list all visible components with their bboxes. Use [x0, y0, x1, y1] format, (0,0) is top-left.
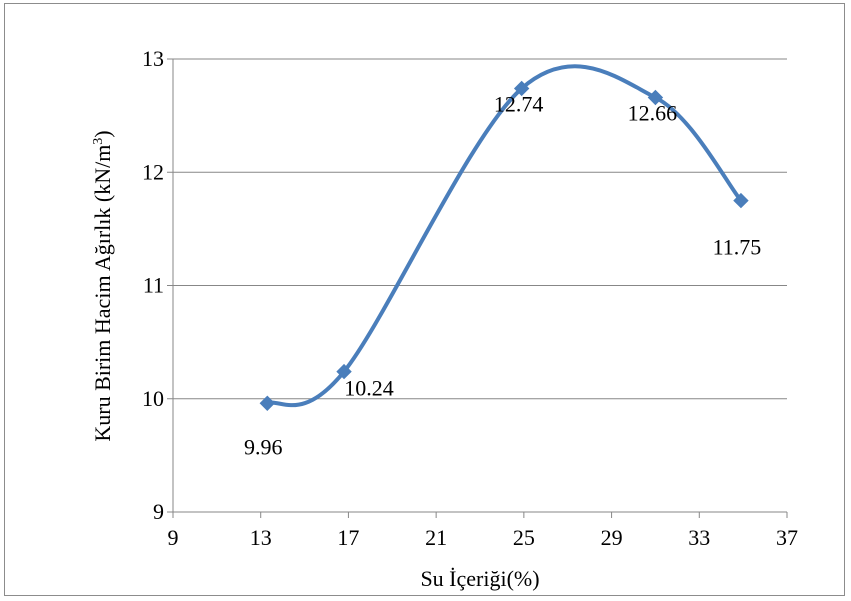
data-point-marker[interactable] — [647, 89, 664, 106]
data-point-marker[interactable] — [513, 80, 530, 97]
data-label: 9.96 — [244, 434, 283, 459]
y-tick-labels: 9 10 11 12 13 — [142, 46, 164, 524]
axes — [167, 58, 788, 518]
data-point-marker[interactable] — [336, 363, 352, 380]
x-tick-label: 29 — [601, 525, 623, 550]
x-tick-label: 33 — [688, 525, 710, 550]
y-axis-title-end: ) — [90, 130, 115, 137]
x-tick-label: 21 — [425, 525, 447, 550]
x-tick-label: 17 — [337, 525, 359, 550]
series — [259, 64, 749, 411]
y-tick-label: 10 — [142, 386, 164, 411]
data-label: 11.75 — [713, 235, 762, 260]
y-tick-label: 9 — [153, 499, 164, 524]
gridlines — [173, 58, 787, 400]
y-tick-label: 12 — [142, 159, 164, 184]
x-axis-title: Su İçeriği(%) — [420, 566, 539, 591]
data-label: 10.24 — [344, 376, 394, 401]
data-point-marker[interactable] — [259, 395, 276, 411]
data-labels: 9.96 10.24 12.74 12.66 11.75 — [244, 91, 761, 459]
y-axis-title: Kuru Birim Hacim Ağırlık (kN/m3) — [90, 130, 115, 441]
x-tick-label: 37 — [776, 525, 798, 550]
data-label: 12.66 — [628, 101, 678, 126]
y-axis-title-superscript: 3 — [91, 138, 106, 145]
y-tick-label: 13 — [142, 46, 164, 71]
data-label: 12.74 — [494, 91, 544, 116]
x-tick-label: 25 — [513, 525, 535, 550]
x-tick-labels: 9 13 17 21 25 29 33 37 — [168, 525, 799, 550]
x-tick-label: 13 — [250, 525, 272, 550]
x-tick-label: 9 — [168, 525, 179, 550]
chart-frame — [4, 3, 845, 596]
series-line — [265, 64, 743, 408]
y-tick-label: 11 — [143, 273, 164, 298]
data-point-marker[interactable] — [733, 192, 749, 209]
y-axis-title-main: Kuru Birim Hacim Ağırlık (kN/m — [90, 145, 115, 442]
